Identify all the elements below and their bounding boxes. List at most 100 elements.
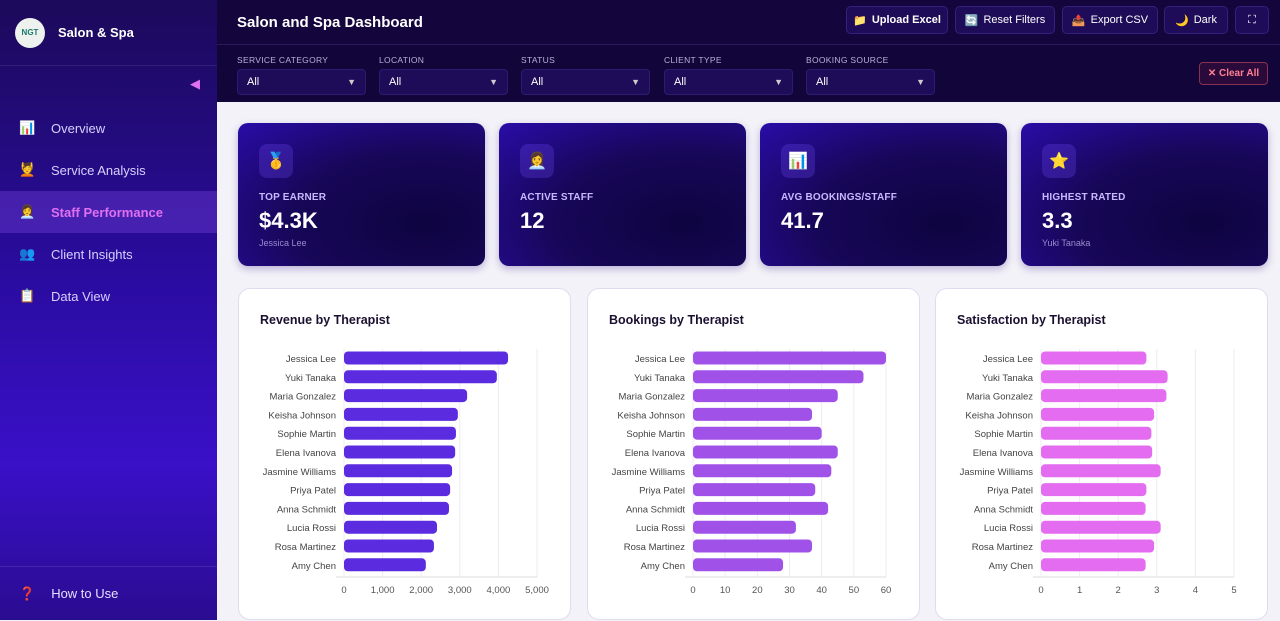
y-tick-label: Jasmine Williams [960, 467, 1034, 478]
brand: NGT Salon & Spa [0, 0, 217, 66]
sidebar-item-client-insights[interactable]: 👥 Client Insights [0, 233, 217, 275]
bar [1041, 445, 1153, 459]
x-tick-label: 1 [1077, 585, 1082, 596]
y-tick-label: Yuki Tanaka [634, 373, 686, 384]
x-tick-label: 30 [784, 585, 795, 596]
dropdown-arrow-icon: ▼ [489, 77, 498, 87]
clear-all-label: Clear All [1218, 68, 1260, 79]
y-tick-label: Elena Ivanova [276, 448, 337, 459]
filter-label: LOCATION [379, 55, 425, 65]
bar [693, 407, 813, 421]
bar [693, 426, 822, 440]
how-to-use-link[interactable]: ❓ How to Use [0, 566, 217, 620]
bar [344, 407, 458, 421]
location-select[interactable]: All ▼ [379, 69, 508, 95]
x-tick-label: 40 [816, 585, 827, 596]
sidebar-item-label: Service Analysis [51, 162, 146, 178]
sidebar-item-service-analysis[interactable]: 💆 Service Analysis [0, 149, 217, 191]
refresh-icon: 🔄 [964, 14, 979, 27]
bar [1041, 539, 1155, 553]
bar [693, 558, 784, 572]
logo: NGT [15, 17, 45, 48]
y-tick-label: Keisha Johnson [268, 410, 336, 421]
select-value: All [816, 76, 829, 88]
bar [344, 426, 456, 440]
x-tick-label: 0 [1038, 585, 1043, 596]
upload-excel-button[interactable]: 📁 Upload Excel [846, 6, 948, 34]
y-tick-label: Jessica Lee [286, 354, 336, 365]
filter-booking-source: BOOKING SOURCE All ▼ [806, 55, 935, 95]
filter-label: SERVICE CATEGORY [237, 55, 329, 65]
chart-title: Revenue by Therapist [260, 313, 390, 327]
medal-icon: 🥇 [259, 144, 293, 178]
filter-label: BOOKING SOURCE [806, 55, 889, 65]
sidebar-item-overview[interactable]: 📊 Overview [0, 107, 217, 149]
y-tick-label: Rosa Martinez [275, 542, 336, 553]
sidebar-item-label: Staff Performance [51, 204, 163, 220]
x-tick-label: 3 [1154, 585, 1159, 596]
kpi-value: $4.3K [259, 208, 318, 233]
collapse-sidebar-button[interactable]: ◀ [190, 76, 200, 91]
filter-status: STATUS All ▼ [521, 55, 650, 95]
x-tick-label: 5,000 [525, 585, 549, 596]
y-tick-label: Rosa Martinez [972, 542, 1033, 553]
y-tick-label: Priya Patel [639, 486, 685, 497]
filter-label: CLIENT TYPE [664, 55, 722, 65]
bar [1041, 426, 1152, 440]
y-tick-label: Yuki Tanaka [982, 373, 1034, 384]
bar [1041, 501, 1146, 515]
bar [693, 445, 838, 459]
client-type-select[interactable]: All ▼ [664, 69, 793, 95]
y-tick-label: Sophie Martin [626, 429, 685, 440]
booking-source-select[interactable]: All ▼ [806, 69, 935, 95]
service-category-select[interactable]: All ▼ [237, 69, 366, 95]
y-tick-label: Keisha Johnson [965, 410, 1033, 421]
fullscreen-button[interactable]: ⛶ [1235, 6, 1269, 34]
sidebar-nav: 📊 Overview 💆 Service Analysis 👩‍💼 Staff Per… [0, 107, 217, 317]
kpi-sub: Yuki Tanaka [1042, 238, 1091, 248]
bar [1041, 483, 1147, 497]
sidebar-item-data-view[interactable]: 📋 Data View [0, 275, 217, 317]
bar [693, 483, 816, 497]
chart-icon: 📊 [781, 144, 815, 178]
filter-client-type: CLIENT TYPE All ▼ [664, 55, 793, 95]
bar [1041, 520, 1161, 534]
x-tick-label: 10 [720, 585, 731, 596]
clear-all-button[interactable]: ✕ Clear All [1199, 62, 1268, 85]
upload-label: Upload Excel [871, 14, 941, 26]
bar [1041, 351, 1147, 365]
brand-name: Salon & Spa [58, 25, 134, 40]
select-value: All [389, 76, 402, 88]
x-tick-label: 2,000 [409, 585, 433, 596]
x-tick-label: 20 [752, 585, 763, 596]
chart-title: Satisfaction by Therapist [957, 313, 1106, 327]
question-icon: ❓ [19, 585, 36, 601]
theme-toggle-button[interactable]: 🌙 Dark [1164, 6, 1228, 34]
sidebar-item-staff-performance[interactable]: 👩‍💼 Staff Performance [0, 191, 217, 233]
export-csv-button[interactable]: 📤 Export CSV [1062, 6, 1158, 34]
select-value: All [674, 76, 687, 88]
reset-filters-button[interactable]: 🔄 Reset Filters [955, 6, 1055, 34]
kpi-avg-bookings: 📊 AVG BOOKINGS/STAFF 41.7 [760, 123, 1007, 266]
y-tick-label: Maria Gonzalez [618, 392, 685, 403]
bar [1041, 389, 1167, 403]
y-tick-label: Amy Chen [292, 561, 336, 572]
y-tick-label: Priya Patel [987, 486, 1033, 497]
kpi-top-earner: 🥇 TOP EARNER $4.3K Jessica Lee [238, 123, 485, 266]
x-tick-label: 5 [1231, 585, 1236, 596]
bar [693, 389, 838, 403]
chart-icon: 📊 [19, 120, 36, 135]
status-select[interactable]: All ▼ [521, 69, 650, 95]
kpi-value: 12 [520, 208, 545, 233]
bookings-chart: 0 10 20 30 40 50 60 Jessica Lee Yuki Tanaka Maria… [612, 349, 891, 596]
export-icon: 📤 [1071, 14, 1086, 27]
y-tick-label: Anna Schmidt [974, 504, 1034, 515]
sidebar-item-label: Client Insights [51, 246, 133, 262]
folder-icon: 📁 [853, 14, 867, 27]
filter-label: STATUS [521, 55, 556, 65]
bar [344, 520, 438, 534]
y-tick-label: Jasmine Williams [263, 467, 337, 478]
x-tick-label: 1,000 [371, 585, 395, 596]
kpi-label: AVG BOOKINGS/STAFF [781, 192, 898, 203]
y-tick-label: Lucia Rossi [984, 523, 1033, 534]
